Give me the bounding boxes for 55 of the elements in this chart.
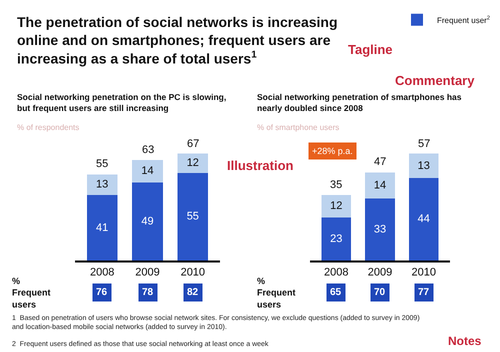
x-tick-label: 2009 xyxy=(368,266,392,279)
total-label: 67 xyxy=(187,138,200,150)
x-tick-label: 2008 xyxy=(324,266,348,279)
x-tick-label: 2009 xyxy=(135,266,160,279)
text: 76 xyxy=(96,287,108,298)
data-label: 14 xyxy=(374,179,386,192)
bar xyxy=(408,154,439,178)
chart-subtitle: % of respondents xyxy=(17,123,80,132)
bar xyxy=(86,174,118,196)
bar xyxy=(132,182,163,260)
text: 70 xyxy=(374,287,386,298)
bar xyxy=(177,172,208,260)
total-label: 47 xyxy=(374,156,386,168)
text: 78 xyxy=(142,287,154,298)
x-tick-label: 2008 xyxy=(90,266,114,279)
chart-title: Social networking penetration on the PC is slowing, but frequent users are still increasing xyxy=(17,92,226,114)
bar xyxy=(321,194,352,218)
x-tick-label: 2010 xyxy=(180,266,206,279)
bar xyxy=(321,217,352,260)
data-label: 33 xyxy=(374,224,386,236)
text: 82 xyxy=(187,287,199,298)
bar xyxy=(365,172,395,199)
bar xyxy=(177,154,208,173)
text: Tagline xyxy=(348,42,393,57)
data-label: 49 xyxy=(141,215,154,228)
total-label: 55 xyxy=(96,158,108,170)
data-label: 12 xyxy=(186,157,199,170)
bar xyxy=(365,198,395,260)
x-tick-label: 2010 xyxy=(412,266,436,279)
bar xyxy=(132,160,163,182)
text: 65 xyxy=(330,287,342,298)
data-label: 14 xyxy=(141,165,154,178)
annotation: +28% p.a. xyxy=(312,146,353,156)
data-label: 44 xyxy=(418,213,430,226)
total-label: 57 xyxy=(418,138,430,150)
data-label: 41 xyxy=(96,222,108,234)
bar xyxy=(86,195,118,260)
total-label: 63 xyxy=(142,144,154,156)
text: Illustration xyxy=(227,158,294,173)
text: The penetration of social networks is increasing online and on smartphones; frequent users are increasing as a share of total users$^{1}$ xyxy=(17,14,338,66)
data-label: 23 xyxy=(330,232,342,245)
chart-subtitle: % of smartphone users xyxy=(257,123,340,132)
bar xyxy=(408,178,439,260)
text: Notes xyxy=(448,334,482,348)
text: Commentary xyxy=(395,73,476,88)
data-label: 55 xyxy=(186,210,199,223)
text: % Frequent users xyxy=(257,276,296,310)
data-label: 13 xyxy=(418,160,430,172)
data-label: 13 xyxy=(96,178,108,191)
legend-label: Frequent user$^{2}$ xyxy=(437,16,490,25)
total-label: 35 xyxy=(330,179,342,191)
data-label: 12 xyxy=(330,200,342,212)
text: % Frequent users xyxy=(12,276,51,310)
chart-title: Social networking penetration of smartphones has nearly doubled since 2008 xyxy=(257,92,462,114)
text: 77 xyxy=(418,287,430,298)
